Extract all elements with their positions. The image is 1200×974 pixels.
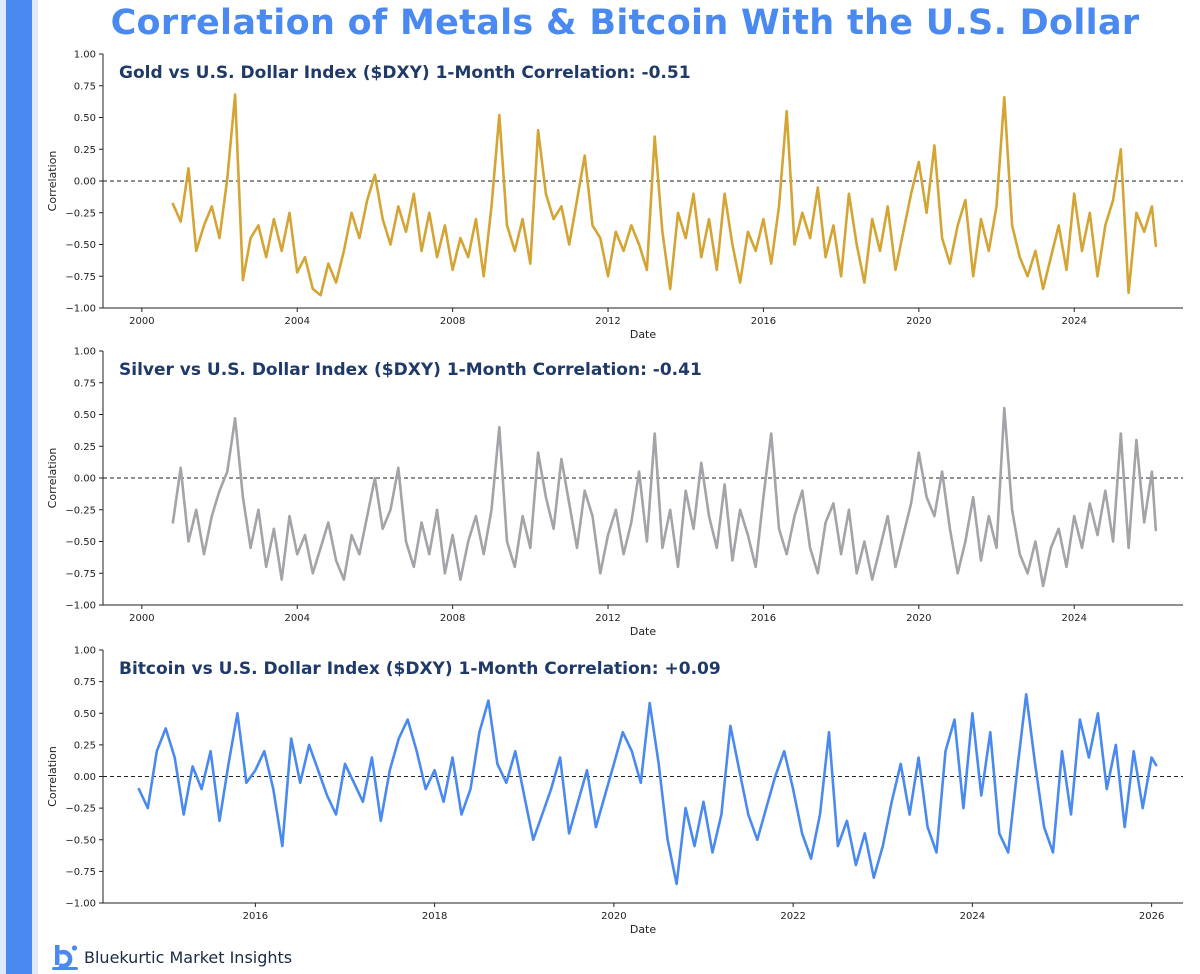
chart-panel-2: 1.00 0.75 0.50 0.25 0.00 −0.25 −0.50 −0.75 −1.00…	[46, 347, 1183, 638]
x-tick-label: 2016	[751, 316, 776, 327]
x-tick-label: 2008	[440, 316, 465, 327]
y-tick-label: 1.00	[74, 646, 96, 657]
y-axis-label: Correlation	[46, 448, 59, 509]
series-line	[137, 692, 1158, 886]
x-axis-label: Date	[630, 328, 657, 341]
y-tick-label: −0.75	[65, 569, 96, 580]
y-tick-label: −0.75	[65, 867, 96, 878]
x-tick-label: 2020	[906, 316, 931, 327]
brand-logo-icon	[52, 945, 78, 970]
series-line	[171, 406, 1158, 588]
x-tick-label: 2024	[1061, 316, 1086, 327]
chart-panel-1: 1.00 0.75 0.50 0.25 0.00 −0.25 −0.50 −0.75 −1.00…	[46, 50, 1183, 341]
chart-title: Gold vs U.S. Dollar Index ($DXY) 1-Month…	[119, 63, 691, 83]
y-tick-label: −1.00	[65, 304, 96, 315]
y-tick-label: 0.00	[74, 474, 96, 485]
y-axis-label: Correlation	[46, 151, 59, 212]
x-tick-label: 2024	[960, 911, 985, 922]
x-tick-label: 2004	[285, 316, 310, 327]
series-line	[171, 93, 1158, 297]
x-tick-label: 2020	[906, 613, 931, 624]
footer: Bluekurtic Market Insights	[52, 940, 292, 974]
x-tick-label: 2016	[243, 911, 268, 922]
y-tick-label: 0.75	[74, 677, 96, 688]
y-tick-label: 1.00	[74, 347, 96, 358]
page-title: Correlation of Metals & Bitcoin With the…	[110, 3, 1140, 43]
y-tick-label: 0.25	[74, 740, 96, 751]
chart-title: Silver vs U.S. Dollar Index ($DXY) 1-Mon…	[119, 360, 702, 380]
y-tick-label: 0.25	[74, 442, 96, 453]
y-tick-label: 0.75	[74, 81, 96, 92]
x-tick-label: 2020	[601, 911, 626, 922]
brand-name: Bluekurtic Market Insights	[84, 947, 293, 967]
side-accent-bar	[6, 0, 32, 974]
y-tick-label: −0.25	[65, 505, 96, 516]
y-tick-label: 0.00	[74, 177, 96, 188]
x-tick-label: 2018	[422, 911, 447, 922]
chart-panel-3: 1.00 0.75 0.50 0.25 0.00 −0.25 −0.50 −0.75 −1.00…	[46, 646, 1183, 936]
x-tick-label: 2008	[440, 613, 465, 624]
y-tick-label: −0.75	[65, 272, 96, 283]
y-tick-label: 0.75	[74, 378, 96, 389]
x-axis-label: Date	[630, 625, 657, 638]
y-tick-label: −0.50	[65, 835, 96, 846]
chart-title: Bitcoin vs U.S. Dollar Index ($DXY) 1-Mo…	[119, 659, 721, 679]
x-tick-label: 2022	[780, 911, 805, 922]
y-tick-label: −0.25	[65, 208, 96, 219]
y-tick-label: −1.00	[65, 601, 96, 612]
y-tick-label: −0.50	[65, 240, 96, 251]
x-tick-label: 2026	[1139, 911, 1164, 922]
y-tick-label: −0.50	[65, 537, 96, 548]
y-tick-label: 0.00	[74, 772, 96, 783]
y-tick-label: 0.50	[74, 410, 96, 421]
y-tick-label: 0.50	[74, 113, 96, 124]
y-tick-label: −0.25	[65, 804, 96, 815]
y-tick-label: 0.50	[74, 709, 96, 720]
y-tick-label: 0.25	[74, 145, 96, 156]
y-tick-label: 1.00	[74, 50, 96, 61]
y-tick-label: −1.00	[65, 899, 96, 910]
x-tick-label: 2000	[129, 316, 154, 327]
x-tick-label: 2016	[751, 613, 776, 624]
x-axis-label: Date	[630, 923, 657, 936]
x-tick-label: 2012	[595, 316, 620, 327]
x-tick-label: 2024	[1061, 613, 1086, 624]
x-tick-label: 2000	[129, 613, 154, 624]
x-tick-label: 2004	[285, 613, 310, 624]
y-axis-label: Correlation	[46, 746, 59, 807]
x-tick-label: 2012	[595, 613, 620, 624]
